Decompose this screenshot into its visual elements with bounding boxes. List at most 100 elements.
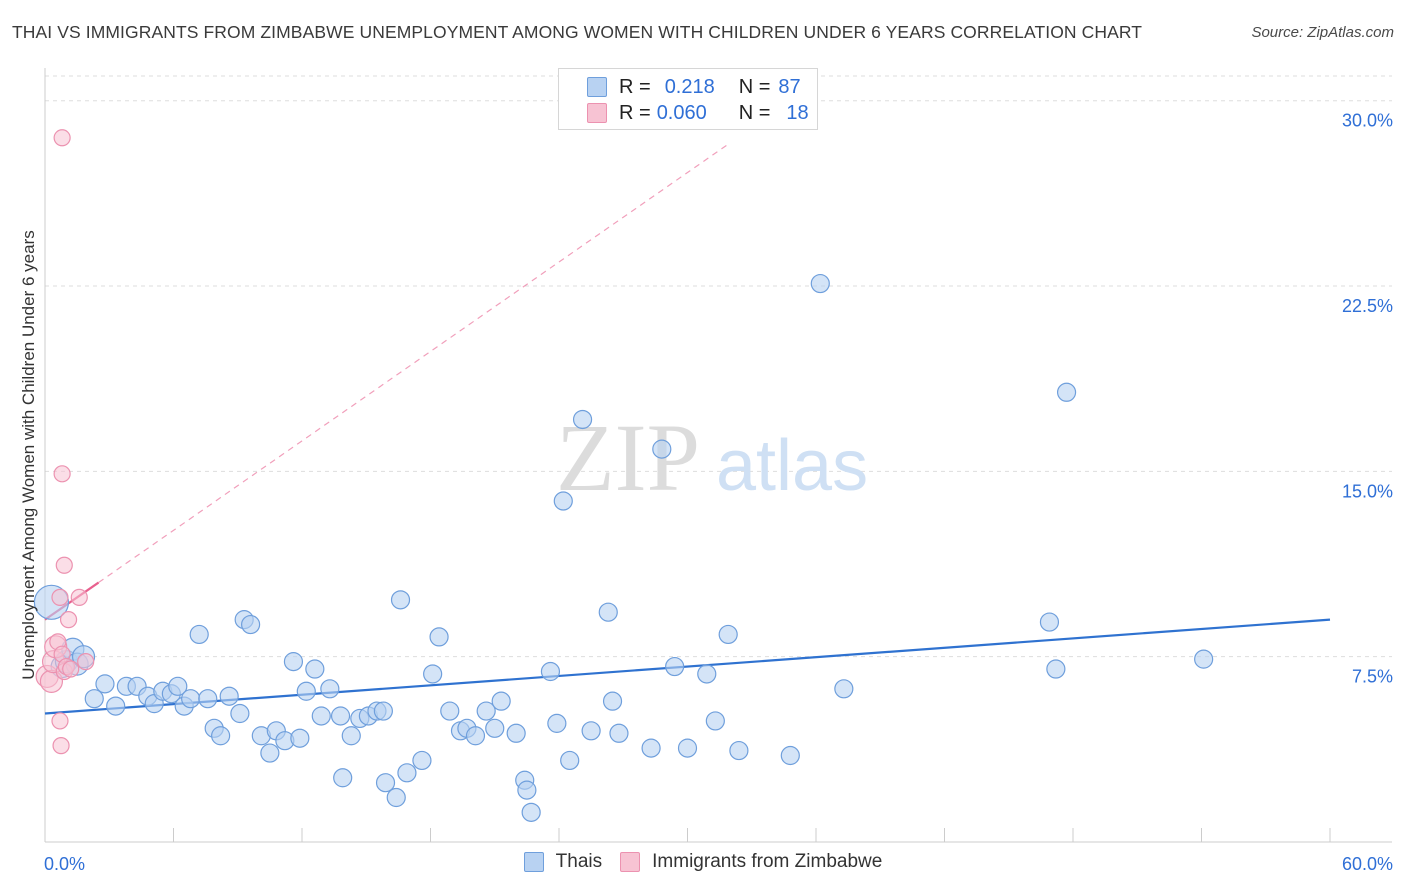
bottom-legend-zim: Immigrants from Zimbabwe bbox=[620, 851, 882, 873]
data-point-thai bbox=[219, 686, 239, 706]
legend-row-thai: R = 0.218 N = 87 bbox=[587, 75, 801, 99]
data-point-thai bbox=[780, 745, 800, 766]
trend-line-thai bbox=[44, 618, 1331, 715]
data-point-zim bbox=[70, 588, 88, 606]
data-point-thai bbox=[609, 723, 629, 743]
chart-title: THAI VS IMMIGRANTS FROM ZIMBABWE UNEMPLO… bbox=[12, 22, 1143, 42]
data-point-zim bbox=[55, 556, 73, 574]
data-point-thai bbox=[1046, 659, 1066, 679]
data-point-thai bbox=[547, 713, 567, 733]
data-point-zim bbox=[59, 611, 78, 629]
legend-n-label: N = bbox=[738, 101, 771, 124]
data-point-thai bbox=[296, 681, 316, 701]
data-point-thai bbox=[485, 718, 505, 738]
data-point-zim bbox=[62, 660, 80, 678]
data-point-thai bbox=[598, 602, 618, 622]
data-point-thai bbox=[641, 738, 661, 758]
tick-labels: 7.5% 15.0% 22.5% 30.0% 0.0% 60.0% bbox=[44, 111, 1393, 874]
legend-r-value: 0.218 bbox=[664, 75, 715, 98]
data-point-thai bbox=[320, 679, 340, 699]
x-tick-label: 0.0% bbox=[44, 854, 85, 874]
legend-n-label: N = bbox=[738, 75, 771, 98]
data-point-thai bbox=[84, 689, 104, 709]
data-point-thai bbox=[697, 664, 717, 684]
data-point-thai bbox=[375, 773, 396, 793]
trend-line-zim-extension bbox=[98, 142, 731, 584]
data-point-zim bbox=[53, 129, 71, 147]
data-point-thai bbox=[652, 439, 672, 459]
data-point-thai bbox=[290, 728, 310, 748]
data-point-thai bbox=[412, 750, 432, 771]
data-point-thai bbox=[330, 706, 351, 726]
data-point-zim bbox=[77, 653, 95, 671]
data-point-thai bbox=[521, 802, 541, 822]
y-tick-label: 15.0% bbox=[1342, 481, 1393, 501]
data-point-thai bbox=[305, 659, 325, 679]
grid-lines bbox=[45, 75, 1392, 658]
data-points bbox=[33, 129, 1214, 822]
data-point-thai bbox=[429, 627, 449, 647]
data-point-thai bbox=[260, 743, 280, 763]
data-point-thai bbox=[230, 703, 250, 724]
legend-r-label: R = bbox=[619, 101, 651, 124]
data-point-thai bbox=[373, 701, 393, 721]
y-tick-label: 30.0% bbox=[1342, 111, 1393, 131]
data-point-thai bbox=[95, 674, 115, 694]
data-point-thai bbox=[106, 696, 126, 716]
legend-row-zim: R = 0.060 N = 18 bbox=[587, 101, 809, 125]
data-point-thai bbox=[181, 689, 201, 709]
bottom-legend-zim-label: Immigrants from Zimbabwe bbox=[652, 851, 883, 872]
data-point-thai bbox=[397, 763, 417, 783]
data-point-thai bbox=[665, 656, 685, 677]
data-point-thai bbox=[341, 726, 361, 746]
data-point-thai bbox=[677, 738, 698, 758]
legend-n-value: 87 bbox=[778, 75, 801, 98]
data-point-thai bbox=[729, 740, 749, 761]
source-label: Source: ZipAtlas.com bbox=[1251, 24, 1394, 41]
bottom-legend-thai-label: Thais bbox=[555, 851, 603, 872]
data-point-thai bbox=[553, 491, 573, 511]
bottom-swatch-zim bbox=[620, 852, 641, 872]
y-tick-label: 7.5% bbox=[1352, 667, 1393, 687]
data-point-thai bbox=[423, 664, 443, 684]
data-point-thai bbox=[560, 750, 580, 771]
data-point-thai bbox=[517, 780, 537, 800]
data-point-thai bbox=[581, 721, 601, 741]
y-axis-label: Unemployment Among Women with Children U… bbox=[19, 230, 38, 679]
data-point-thai bbox=[540, 661, 561, 682]
data-point-thai bbox=[1039, 612, 1060, 632]
y-tick-label: 22.5% bbox=[1342, 296, 1393, 316]
data-point-thai bbox=[311, 706, 331, 726]
bottom-legend-thai: Thais bbox=[523, 851, 603, 873]
data-point-thai bbox=[705, 711, 725, 731]
data-point-thai bbox=[198, 689, 218, 709]
legend-swatch-thai bbox=[587, 77, 607, 97]
bottom-swatch-thai bbox=[523, 852, 544, 872]
data-point-thai bbox=[465, 726, 486, 746]
legend-r-value: 0.060 bbox=[656, 101, 707, 124]
legend-n-value: 18 bbox=[786, 101, 809, 124]
legend-swatch-zim bbox=[587, 103, 607, 123]
legend-r-label: R = bbox=[619, 75, 651, 98]
data-point-thai bbox=[491, 691, 511, 711]
data-point-thai bbox=[440, 701, 460, 721]
data-point-thai bbox=[572, 409, 593, 430]
bottom-legend: Thais Immigrants from Zimbabwe bbox=[0, 851, 1406, 873]
data-point-thai bbox=[333, 768, 353, 788]
data-point-thai bbox=[718, 624, 738, 645]
data-point-thai bbox=[189, 624, 209, 645]
data-point-thai bbox=[283, 652, 304, 672]
watermark: ZIP atlas bbox=[556, 404, 868, 511]
data-point-thai bbox=[390, 590, 411, 610]
data-point-zim bbox=[52, 737, 70, 755]
data-point-zim bbox=[51, 712, 69, 730]
x-tick-label: 60.0% bbox=[1342, 854, 1393, 874]
data-point-thai bbox=[1056, 382, 1077, 402]
data-point-zim bbox=[53, 465, 71, 483]
data-point-zim bbox=[51, 588, 69, 606]
data-point-thai bbox=[168, 676, 188, 696]
data-point-thai bbox=[386, 787, 406, 808]
data-point-thai bbox=[241, 614, 261, 635]
data-point-thai bbox=[1194, 649, 1214, 669]
